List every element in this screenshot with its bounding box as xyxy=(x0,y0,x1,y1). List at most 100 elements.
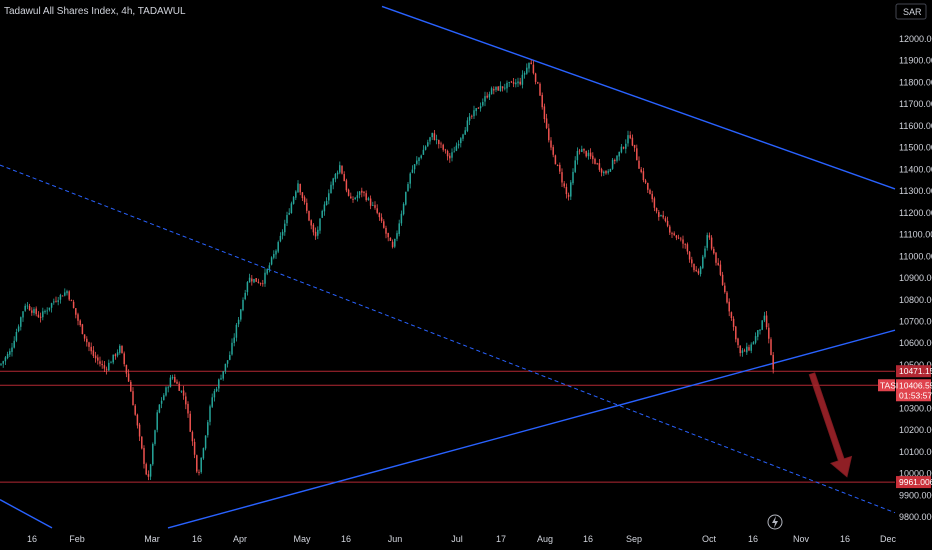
candle-body xyxy=(739,345,741,354)
candle-body xyxy=(55,300,57,302)
trendlines xyxy=(0,5,896,529)
currency-button[interactable]: SAR xyxy=(895,3,927,20)
y-tick-label: 12000.000 xyxy=(899,34,932,44)
candle-body xyxy=(537,82,539,84)
candle-body xyxy=(737,338,739,346)
trendline-rising-support[interactable] xyxy=(167,329,896,529)
time-axis[interactable]: 16 Feb Mar 16 Apr May 16 Jun Jul 17 Aug 16 Sep Oct 16 N… xyxy=(27,534,897,544)
candle-body xyxy=(154,430,156,444)
x-tick-label: May xyxy=(293,534,311,544)
candle-body xyxy=(611,159,614,169)
price-tag xyxy=(896,365,931,378)
candle-body xyxy=(13,340,15,348)
price-tag-value: 10471.159 xyxy=(899,366,932,376)
candle-body xyxy=(229,355,231,360)
candle-body xyxy=(636,148,638,161)
candle-body xyxy=(770,339,772,356)
candle-body xyxy=(248,277,251,283)
candle-body xyxy=(539,83,541,96)
candle-body xyxy=(699,267,702,275)
y-tick-label: 11100.000 xyxy=(899,230,932,240)
candle-body xyxy=(394,238,396,247)
trendline-dashed-midline[interactable] xyxy=(0,164,896,514)
price-axis[interactable]: 9800.000 9900.000 10000.000 10100.000 10200.… xyxy=(899,34,932,522)
candle-body xyxy=(385,227,387,234)
candle-body xyxy=(174,377,176,383)
candle-body xyxy=(526,67,528,74)
y-tick-label: 11000.000 xyxy=(899,251,932,261)
candle-body xyxy=(713,249,715,254)
candle-body xyxy=(6,354,9,359)
lightning-icon[interactable] xyxy=(767,514,783,530)
candle-body xyxy=(231,342,233,355)
x-tick-label: Apr xyxy=(233,534,247,544)
down-arrow-shape[interactable] xyxy=(808,372,853,478)
candle-body xyxy=(288,212,290,215)
candle-body xyxy=(380,217,383,221)
y-tick-label: 10900.000 xyxy=(899,273,932,283)
candle-body xyxy=(108,362,110,371)
candle-body xyxy=(504,87,506,89)
candle-body xyxy=(4,357,7,362)
candle-body xyxy=(757,330,759,337)
candle-body xyxy=(631,137,634,146)
candle-body xyxy=(163,395,165,401)
candle-body xyxy=(114,354,117,357)
trendline-upper-channel[interactable] xyxy=(381,5,896,190)
candle-body xyxy=(607,171,609,173)
candlesticks xyxy=(0,59,774,481)
candle-body xyxy=(182,390,185,396)
candle-body xyxy=(112,354,114,363)
candle-body xyxy=(541,95,543,108)
candle-body xyxy=(460,138,462,144)
candle-body xyxy=(196,455,198,472)
candle-body xyxy=(592,155,594,160)
candle-body xyxy=(717,262,719,266)
candle-body xyxy=(686,244,689,252)
candle-body xyxy=(688,251,691,260)
candle-body xyxy=(286,215,288,224)
candle-body xyxy=(116,352,119,356)
candle-body xyxy=(374,205,376,208)
candle-body xyxy=(308,210,310,221)
candle-body xyxy=(57,300,59,302)
candle-body xyxy=(323,204,326,212)
candle-body xyxy=(350,196,352,199)
candle-body xyxy=(178,383,180,391)
candle-body xyxy=(259,282,262,284)
candle-body xyxy=(475,108,477,112)
candle-body xyxy=(187,403,189,414)
candle-body xyxy=(191,431,194,442)
candle-body xyxy=(543,106,546,120)
candle-body xyxy=(70,300,73,302)
candle-body xyxy=(204,435,207,449)
candle-body xyxy=(332,178,334,186)
candle-body xyxy=(367,198,370,200)
candle-body xyxy=(336,172,339,175)
currency-label: SAR xyxy=(903,7,922,17)
candle-body xyxy=(134,405,136,415)
candle-body xyxy=(389,237,392,241)
y-tick-label: 10000.000 xyxy=(899,469,932,479)
candle-body xyxy=(622,147,625,149)
candle-body xyxy=(442,144,444,150)
candle-body xyxy=(759,329,761,331)
candle-body xyxy=(741,350,744,353)
candle-body xyxy=(671,232,673,234)
candle-body xyxy=(321,210,323,218)
trendline-lower-left[interactable] xyxy=(0,499,53,529)
candle-body xyxy=(427,142,429,147)
candle-body xyxy=(119,345,121,353)
candle-body xyxy=(600,169,603,173)
candle-body xyxy=(356,195,359,198)
candle-body xyxy=(625,143,627,149)
candle-body xyxy=(614,159,616,162)
candle-body xyxy=(499,85,502,92)
x-tick-label: Aug xyxy=(537,534,553,544)
candle-body xyxy=(550,140,552,148)
candle-body xyxy=(198,471,200,473)
candle-body xyxy=(563,183,565,187)
candle-body xyxy=(530,62,532,65)
candle-body xyxy=(640,169,642,173)
